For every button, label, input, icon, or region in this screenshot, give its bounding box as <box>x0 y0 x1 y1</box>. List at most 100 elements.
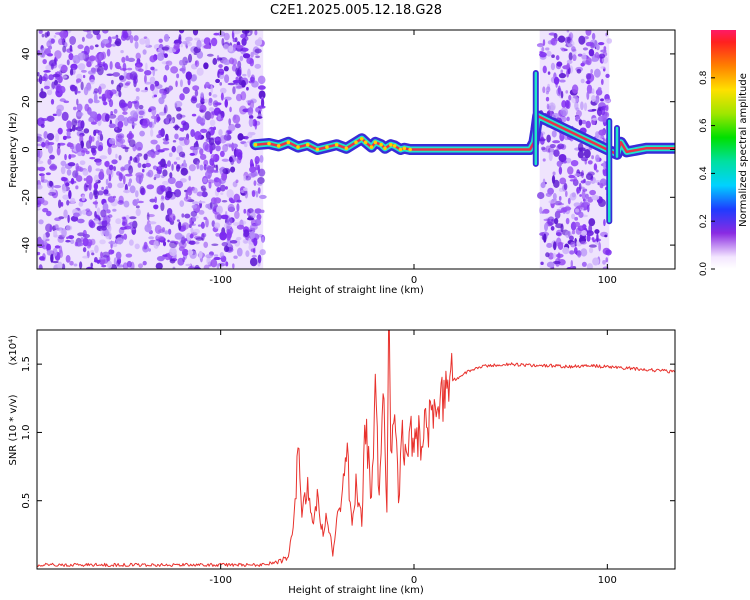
noise-blob <box>46 40 52 48</box>
noise-blob <box>133 79 137 88</box>
noise-blob <box>257 75 266 85</box>
noise-blob <box>254 208 262 214</box>
noise-blob <box>546 261 555 268</box>
noise-blob <box>89 45 94 50</box>
noise-blob <box>127 67 133 71</box>
noise-blob <box>219 231 227 241</box>
noise-blob <box>555 253 564 258</box>
noise-blob <box>93 93 98 103</box>
ridge-point <box>276 144 281 148</box>
noise-blob <box>597 182 600 186</box>
noise-blob <box>233 30 241 35</box>
noise-blob <box>158 38 163 43</box>
noise-blob <box>174 189 182 198</box>
noise-blob <box>108 113 117 119</box>
noise-blob <box>175 157 181 161</box>
noise-blob <box>93 88 99 94</box>
noise-blob <box>603 219 606 227</box>
noise-blob <box>206 256 211 266</box>
noise-blob <box>246 217 255 221</box>
noise-blob <box>144 69 152 76</box>
noise-blob <box>546 103 550 110</box>
noise-blob <box>538 138 546 142</box>
noise-blob <box>563 206 572 211</box>
snr-x-tick-label: 100 <box>598 575 617 586</box>
noise-blob <box>189 152 196 156</box>
noise-blob <box>67 214 70 224</box>
noise-blob <box>231 143 238 149</box>
noise-blob <box>37 143 43 147</box>
noise-blob <box>563 160 567 164</box>
noise-blob <box>192 187 198 194</box>
noise-blob <box>160 158 166 168</box>
noise-blob <box>255 55 260 59</box>
noise-blob <box>95 159 102 166</box>
noise-blob <box>588 244 597 248</box>
noise-blob <box>212 94 218 98</box>
noise-blob <box>79 147 88 153</box>
noise-blob <box>571 230 576 235</box>
snr-series-line <box>37 330 675 567</box>
noise-blob <box>576 249 582 258</box>
noise-blob <box>101 186 105 191</box>
ridge-point <box>369 145 374 149</box>
ridge-point <box>305 142 310 147</box>
snr-y-tick-label: 0.5 <box>21 493 32 509</box>
noise-blob <box>585 30 592 36</box>
noise-blob <box>65 225 73 231</box>
noise-blob <box>38 219 44 225</box>
noise-blob <box>589 189 596 196</box>
noise-blob <box>176 166 182 170</box>
noise-blob <box>178 30 185 34</box>
noise-blob <box>170 66 179 74</box>
noise-blob <box>70 63 78 71</box>
noise-blob <box>195 237 204 241</box>
noise-blob <box>90 67 96 73</box>
noise-blob <box>118 154 122 161</box>
colorbar-tick-label: 0.6 <box>699 118 709 133</box>
noise-blob <box>176 219 180 222</box>
noise-blob <box>122 111 128 115</box>
noise-blob <box>104 228 110 237</box>
noise-blob <box>225 261 229 267</box>
noise-blob <box>176 106 182 112</box>
ridge-point <box>267 141 271 146</box>
noise-blob <box>100 251 103 259</box>
noise-blob <box>223 44 229 50</box>
noise-blob <box>537 44 544 48</box>
noise-blob <box>581 156 588 162</box>
noise-blob <box>55 83 62 91</box>
noise-blob <box>254 30 258 36</box>
noise-blob <box>224 99 228 108</box>
noise-blob <box>194 89 199 97</box>
noise-blob <box>558 195 562 201</box>
noise-blob <box>37 206 41 211</box>
ridge-point <box>253 142 258 147</box>
colorbar-tick-label: 0.8 <box>699 70 709 85</box>
noise-blob <box>545 192 552 197</box>
noise-blob <box>197 224 202 227</box>
noise-blob <box>145 62 148 71</box>
snr-frame <box>36 329 676 570</box>
noise-blob <box>544 222 549 232</box>
noise-blob <box>553 179 560 189</box>
noise-blob <box>545 47 550 51</box>
noise-blob <box>593 68 601 78</box>
noise-blob <box>107 260 113 269</box>
noise-blob <box>221 172 228 181</box>
noise-blob <box>40 173 45 183</box>
noise-blob <box>50 38 55 44</box>
noise-blob <box>108 241 116 245</box>
noise-blob <box>151 106 157 116</box>
noise-blob <box>42 233 47 242</box>
noise-blob <box>102 101 108 106</box>
colorbar-label: Normalized spectral amplitude <box>738 73 749 227</box>
noise-blob <box>110 89 117 95</box>
noise-blob <box>217 262 226 267</box>
noise-blob <box>76 98 79 106</box>
noise-blob <box>164 64 170 71</box>
ridge-point <box>392 144 397 148</box>
noise-blob <box>190 210 198 217</box>
heatmap-y-tick-label: 40 <box>21 48 32 61</box>
noise-blob <box>213 197 222 204</box>
